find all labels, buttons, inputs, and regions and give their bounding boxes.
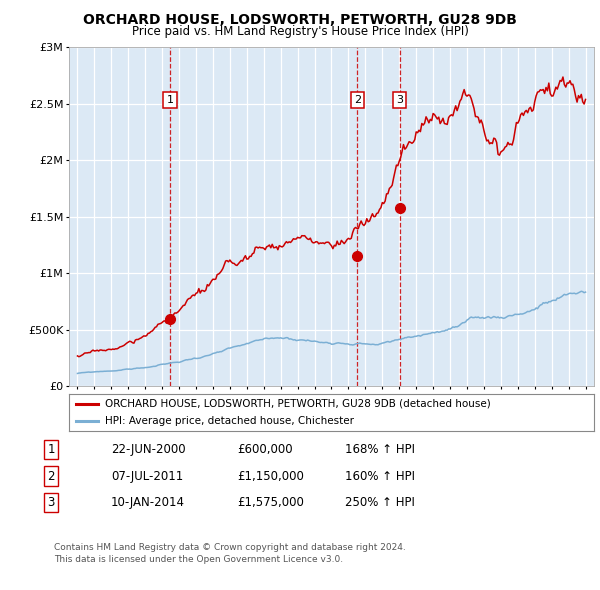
Text: Price paid vs. HM Land Registry's House Price Index (HPI): Price paid vs. HM Land Registry's House … (131, 25, 469, 38)
Text: £1,150,000: £1,150,000 (237, 470, 304, 483)
Text: 2: 2 (353, 95, 361, 105)
Text: 250% ↑ HPI: 250% ↑ HPI (345, 496, 415, 509)
Text: 1: 1 (47, 443, 55, 456)
Text: £1,575,000: £1,575,000 (237, 496, 304, 509)
Text: 22-JUN-2000: 22-JUN-2000 (111, 443, 185, 456)
Text: 160% ↑ HPI: 160% ↑ HPI (345, 470, 415, 483)
Text: 07-JUL-2011: 07-JUL-2011 (111, 470, 183, 483)
Text: 10-JAN-2014: 10-JAN-2014 (111, 496, 185, 509)
Text: HPI: Average price, detached house, Chichester: HPI: Average price, detached house, Chic… (105, 417, 354, 427)
Text: ORCHARD HOUSE, LODSWORTH, PETWORTH, GU28 9DB (detached house): ORCHARD HOUSE, LODSWORTH, PETWORTH, GU28… (105, 399, 490, 408)
Text: 2: 2 (47, 470, 55, 483)
Text: ORCHARD HOUSE, LODSWORTH, PETWORTH, GU28 9DB: ORCHARD HOUSE, LODSWORTH, PETWORTH, GU28… (83, 13, 517, 27)
Text: Contains HM Land Registry data © Crown copyright and database right 2024.
This d: Contains HM Land Registry data © Crown c… (54, 543, 406, 564)
Text: 1: 1 (167, 95, 173, 105)
Text: 3: 3 (47, 496, 55, 509)
Text: 3: 3 (396, 95, 403, 105)
Text: 168% ↑ HPI: 168% ↑ HPI (345, 443, 415, 456)
Text: £600,000: £600,000 (237, 443, 293, 456)
